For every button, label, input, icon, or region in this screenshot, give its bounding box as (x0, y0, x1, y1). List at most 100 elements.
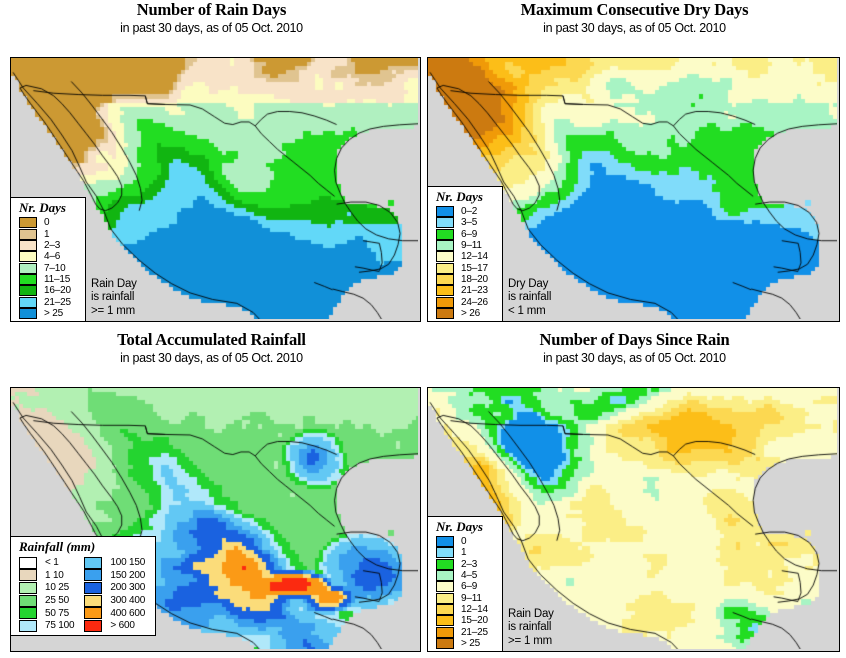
legend-row: < 1 (19, 556, 74, 569)
legend-row: 50 75 (19, 607, 74, 620)
legend-row: > 600 (84, 619, 145, 632)
legend-row: 0–2 (436, 206, 502, 218)
legend-swatch (19, 594, 37, 607)
legend-label: > 25 (44, 307, 63, 319)
legend-row: 75 100 (19, 619, 75, 632)
legend-swatch (84, 619, 103, 632)
map-canvas-dry-days[interactable]: Nr. Days 0–2 3–5 6–9 9–11 12–14 15–17 18–20 21–… (427, 57, 840, 322)
legend-label: 300 400 (110, 595, 146, 607)
panel-subtitle: in past 30 days, as of 05 Oct. 2010 (543, 21, 726, 35)
legend-column-right: 100 150 150 200 200 300 300 400 400 600 > 600 (84, 556, 145, 632)
legend-row: 12–14 (436, 251, 502, 263)
legend-label: 50 75 (45, 607, 70, 619)
legend-row: > 25 (19, 307, 85, 319)
legend-label: 1 (461, 547, 467, 559)
legend-swatch (19, 619, 37, 632)
legend-swatch (19, 285, 37, 297)
legend-label: > 25 (461, 637, 480, 649)
legend-row: 15–20 (436, 615, 502, 627)
legend-swatch (436, 307, 454, 319)
legend-label: 16–20 (44, 285, 71, 297)
legend-swatch (19, 217, 37, 229)
legend-swatch (84, 569, 103, 582)
legend-label: > 600 (110, 620, 135, 632)
legend-row: 16–20 (19, 285, 85, 297)
legend-row: 25 50 (19, 594, 74, 607)
legend-row: > 26 (436, 307, 502, 319)
legend-label: 1 10 (45, 569, 64, 581)
panel-days-since-rain: Number of Days Since Rain in past 30 day… (423, 330, 846, 652)
legend-dry-days: Nr. Days 0–2 3–5 6–9 9–11 12–14 15–17 18–20 21–… (428, 186, 503, 321)
legend-row: > 25 (436, 637, 502, 649)
legend-row: 4–6 (19, 251, 85, 263)
panel-title: Total Accumulated Rainfall (117, 330, 306, 349)
legend-rain-days: Nr. Days 0 1 2–3 4–6 7–10 11–15 16–20 21–25 > 25 (11, 197, 86, 321)
legend-label: 9–11 (461, 240, 482, 252)
legend-row: 2–3 (19, 240, 85, 252)
legend-swatch (84, 556, 103, 569)
legend-row: 150 200 (84, 569, 145, 582)
legend-label: 2–3 (44, 240, 61, 252)
legend-swatch (436, 570, 454, 582)
legend-label: 10 25 (45, 582, 70, 594)
legend-swatch (436, 558, 454, 570)
legend-label: 25 50 (45, 595, 70, 607)
legend-label: 0 (461, 536, 467, 548)
legend-row: 6–9 (436, 228, 502, 240)
legend-swatch (436, 592, 454, 604)
legend-label: 21–25 (44, 296, 71, 308)
legend-label: 0–2 (461, 206, 478, 218)
legend-note-dry-days: Dry Day is rainfall < 1 mm (508, 277, 552, 317)
legend-swatch (436, 626, 454, 638)
legend-swatch (436, 228, 454, 240)
legend-note-rain-days: Rain Day is rainfall >= 1 mm (91, 277, 137, 317)
panel-total-accumulated-rainfall: Total Accumulated Rainfall in past 30 da… (0, 330, 423, 652)
legend-row: 100 150 (84, 556, 145, 569)
legend-row: 2–3 (436, 558, 502, 570)
legend-entries: 0–2 3–5 6–9 9–11 12–14 15–17 18–20 21–23 24–26 > … (428, 206, 502, 321)
legend-entries: 0 1 2–3 4–6 7–10 11–15 16–20 21–25 > 25 (11, 217, 85, 321)
legend-swatch (19, 251, 37, 263)
legend-row: 300 400 (84, 594, 145, 607)
legend-swatch (19, 228, 37, 240)
legend-swatch (436, 251, 454, 263)
legend-swatch (436, 217, 454, 229)
legend-label: 2–3 (461, 558, 478, 570)
legend-row: 10 25 (19, 581, 74, 595)
legend-swatch (436, 581, 454, 593)
legend-days-since-rain: Nr. Days 0 1 2–3 4–5 6–9 9–11 12–14 15–20 21–25 >… (428, 516, 503, 651)
legend-row: 15–17 (436, 262, 502, 274)
legend-row: 1 (436, 547, 502, 559)
legend-swatch (84, 607, 103, 620)
legend-label: 3–5 (461, 217, 478, 229)
legend-row: 12–14 (436, 603, 502, 615)
legend-swatch (19, 296, 37, 308)
legend-swatch (436, 285, 454, 297)
legend-note-days-since-rain: Rain Day is rainfall >= 1 mm (508, 607, 554, 647)
legend-swatch (436, 615, 454, 627)
panel-subtitle: in past 30 days, as of 05 Oct. 2010 (120, 351, 303, 365)
legend-row: 4–5 (436, 570, 502, 582)
legend-row: 1 10 (19, 569, 74, 582)
legend-label: 15–17 (461, 262, 488, 274)
legend-swatch (19, 273, 37, 285)
legend-label: 9–11 (461, 592, 482, 604)
legend-swatch (436, 273, 454, 285)
map-canvas-days-since-rain[interactable]: Nr. Days 0 1 2–3 4–5 6–9 9–11 12–14 15–20 21–25 >… (427, 387, 840, 652)
legend-label: 12–14 (461, 603, 488, 615)
legend-row: 400 600 (84, 607, 145, 620)
legend-label: < 1 (45, 557, 59, 569)
panel-subtitle: in past 30 days, as of 05 Oct. 2010 (543, 351, 726, 365)
legend-title: Nr. Days (436, 189, 483, 205)
map-canvas-rain-days[interactable]: Nr. Days 0 1 2–3 4–6 7–10 11–15 16–20 21–25 > 25… (10, 57, 421, 322)
legend-swatch (19, 307, 37, 319)
legend-row: 6–9 (436, 581, 502, 593)
legend-row: 7–10 (19, 262, 85, 274)
legend-swatch (436, 536, 454, 548)
legend-swatch (436, 296, 454, 308)
legend-title: Rainfall (mm) (19, 539, 96, 555)
panel-max-consecutive-dry-days: Maximum Consecutive Dry Days in past 30 … (423, 0, 846, 322)
